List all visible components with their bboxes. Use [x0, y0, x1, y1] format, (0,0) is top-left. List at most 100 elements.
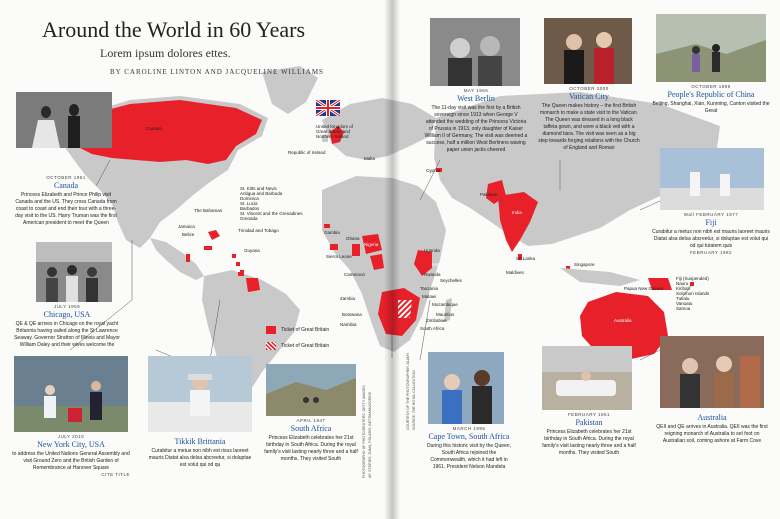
caption-body: QEII and QE arrives in Australia. QEII w…	[656, 424, 768, 444]
legend-hatched-label: Ticket of Great Britain	[281, 343, 330, 349]
caption-china: OCTOBER 1986 People's Republic of China …	[650, 84, 772, 115]
central-america-landmass	[150, 238, 204, 280]
caption-south-africa: APRIL 1947 South Africa Princess Elizabe…	[262, 418, 360, 463]
label-jamaica: Jamaica	[178, 224, 195, 229]
caption-fiji: Wall FEBRUARY 1977 Fiji Curabitur a metu…	[652, 212, 770, 255]
label-zambia: Zambia	[340, 296, 356, 301]
legend-solid-swatch	[266, 326, 276, 334]
photo-cape-town	[428, 352, 504, 424]
article-subtitle: Lorem ipsum dolores ettes.	[100, 46, 231, 60]
caption-place: People's Republic of China	[667, 90, 755, 99]
caption-body: Princess Elizabeth and Prince Philip vis…	[15, 192, 117, 226]
label-kenya: Kenya	[432, 262, 445, 267]
caption-vatican: OCTOBER 2000 Vatican City The Queen make…	[538, 86, 640, 152]
india-region	[498, 192, 538, 252]
caption-pakistan: FEBRUARY 1961 Pakistan Princess Elizabet…	[538, 412, 640, 457]
caption-body: Princess Elizabeth celebrates her 21st b…	[542, 429, 636, 456]
label-uganda: Uganda	[424, 248, 440, 253]
caption-date: FEBRUARY 1961	[567, 412, 611, 417]
legend-hatched: Ticket of Great Britain	[266, 342, 329, 350]
great-wall-photo	[656, 14, 766, 82]
label-canada: Canada	[146, 126, 162, 131]
australia-region	[580, 292, 668, 360]
greenland-landmass	[262, 66, 318, 114]
legend-solid: Ticket of Great Britain	[266, 326, 329, 334]
dancing-couple-silhouette	[16, 92, 112, 148]
sri-lanka-region	[518, 254, 522, 260]
caption-date: OCTOBER 1951	[46, 175, 86, 180]
label-south-africa: South Africa	[420, 326, 445, 331]
photo-china	[656, 14, 766, 82]
photo-britannia	[148, 356, 252, 432]
photo-south-africa	[266, 364, 356, 416]
caption-body: to address the United Nations General As…	[12, 451, 130, 471]
caption-place: Cape Town, South Africa	[428, 432, 510, 441]
photo-west-berlin	[430, 18, 520, 86]
caption-body: Curabitur a metus non nibh est mauris la…	[652, 229, 770, 249]
south-africa-landscape-photo	[266, 364, 356, 416]
gambia-region	[324, 224, 330, 228]
article-title: Around the World in 60 Years	[42, 17, 306, 42]
east-africa-region	[414, 250, 432, 276]
caption-date: OCTOBER 2000	[569, 86, 609, 91]
cyprus-region	[436, 168, 442, 172]
legend-solid-label: Ticket of Great Britain	[281, 327, 330, 333]
caption-lead-word: Wall	[683, 212, 695, 217]
label-mauritius: Mauritius	[436, 312, 455, 317]
label-maldives: Maldives	[506, 270, 524, 275]
label-rwanda: Rwanda	[424, 272, 441, 277]
caption-lead: Wall FEBRUARY 1977	[652, 212, 770, 217]
caption-date: APRIL 1947	[296, 418, 326, 423]
leader-lines	[69, 159, 695, 361]
label-botswana: Botswana	[342, 312, 362, 317]
trinidad-region	[238, 272, 244, 276]
photo-chicago	[36, 242, 112, 302]
chicago-crowd-photo	[36, 242, 112, 302]
ireland-region	[322, 134, 328, 142]
label-uk: United Kingdom of Great Britain and Nort…	[316, 124, 354, 139]
caption-date: JULY 2010	[57, 434, 85, 439]
uk-region	[330, 126, 344, 144]
label-ireland: Republic of Ireland	[288, 150, 326, 155]
caption-body: Princess Elizabeth celebrates her 21st b…	[264, 435, 358, 462]
label-tanzania: Tanzania	[420, 286, 439, 291]
caption-place: Fiji	[705, 218, 717, 227]
madagascar-landmass	[444, 298, 452, 322]
west-berlin-photo	[430, 18, 520, 86]
photo-credit-2: AP, STORIES, ZUMA, POLARIS, BETTMANN/COR…	[368, 391, 372, 478]
photo-vatican	[544, 18, 632, 84]
caribbean-islands-region	[232, 254, 244, 274]
guyana-region	[246, 278, 260, 292]
caption-west-berlin: MAY 1965 West Berlin The 11-day visit wa…	[424, 88, 528, 154]
label-sierra-leone: Sierra Leone	[326, 254, 352, 259]
fiji-navy-photo	[660, 148, 764, 210]
nigeria-region	[362, 234, 382, 254]
photo-credit-4: SOURCE: THE ROYAL COLLECTION	[412, 370, 416, 430]
label-caribbean: St. Kitts and Nevis Antigua and Barbuda …	[240, 186, 303, 221]
caption-place: Pakistan	[575, 418, 603, 427]
label-zimbabwe: Zimbabwe	[426, 318, 447, 323]
photo-canada-dance	[16, 92, 112, 148]
papua-region	[648, 278, 672, 290]
label-cameroon: Cameroon	[344, 272, 366, 277]
caption-body: The 11-day visit was the first by a Brit…	[424, 105, 528, 153]
label-india: India	[512, 210, 522, 215]
label-bahamas: The Bahamas	[194, 208, 223, 213]
caption-place: Tikkik Brittania	[174, 437, 226, 446]
label-malawi: Malawi	[422, 294, 437, 299]
caption-body: Curabitur a metus non nibh est risus lao…	[148, 448, 252, 468]
label-pacific-islands: Fiji (Suspended) Nauru Kiribati Solomon …	[676, 276, 710, 311]
caption-canada: OCTOBER 1951 Canada Princess Elizabeth a…	[12, 175, 120, 227]
caption-date: OCTOBER 1986	[691, 84, 731, 89]
australia-crowd-photo	[660, 336, 764, 408]
label-australia: Australia	[614, 318, 632, 323]
ghana-region	[352, 244, 360, 256]
caption-body: The Queen makes history – the first Brit…	[538, 103, 640, 151]
vatican-meeting-photo	[544, 18, 632, 84]
label-belize: Belize	[182, 232, 195, 237]
jamaica-region	[204, 246, 212, 250]
caption-place: New York City, USA	[37, 440, 105, 449]
caption-place: Australia	[697, 413, 727, 422]
canada-region	[70, 100, 262, 164]
indonesia-landmass	[560, 268, 640, 286]
